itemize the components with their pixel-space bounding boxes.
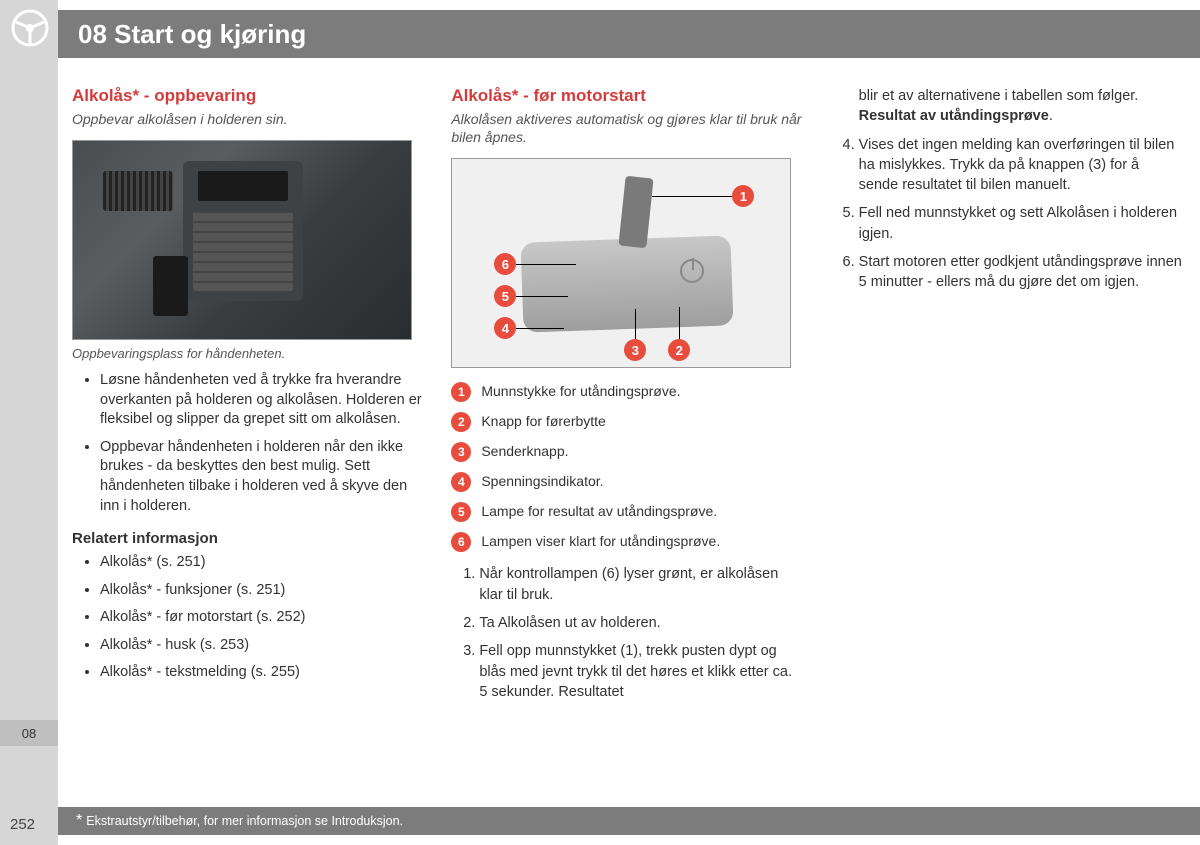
callout-6: 6 xyxy=(494,253,516,275)
section-title-storage: Alkolås* - oppbevaring xyxy=(72,86,423,106)
footer-bar: * Ekstrautstyr/tilbehør, for mer informa… xyxy=(58,807,1200,835)
list-item: Når kontrollampen (6) lyser grønt, er al… xyxy=(479,564,802,605)
callout-2: 2 xyxy=(668,339,690,361)
legend-text: Lampen viser klart for utåndingsprøve. xyxy=(481,532,720,550)
legend-badge: 5 xyxy=(451,502,471,522)
list-item: Alkolås* - tekstmelding (s. 255) xyxy=(100,663,423,683)
storage-bullets: Løsne håndenheten ved å trykke fra hvera… xyxy=(72,371,423,516)
diagram-legend: 1 Munnstykke for utåndingsprøve. 2 Knapp… xyxy=(451,382,802,552)
legend-text: Spenningsindikator. xyxy=(481,472,603,490)
legend-text: Senderknapp. xyxy=(481,442,568,460)
list-item: Vises det ingen melding kan overføringen… xyxy=(859,135,1182,196)
list-item: Ta Alkolåsen ut av holderen. xyxy=(479,613,802,633)
cont-text: blir et av alternativene i tabellen som … xyxy=(859,88,1139,104)
legend-badge: 1 xyxy=(451,382,471,402)
cont-text-end: . xyxy=(1049,108,1053,124)
chapter-tab: 08 xyxy=(0,720,58,746)
legend-badge: 6 xyxy=(451,532,471,552)
list-item: Alkolås* (s. 251) xyxy=(100,553,423,573)
list-item: Alkolås* - funksjoner (s. 251) xyxy=(100,581,423,601)
photo-caption: Oppbevaringsplass for håndenheten. xyxy=(72,346,423,361)
legend-row: 5 Lampe for resultat av utåndingsprøve. xyxy=(451,502,802,522)
legend-row: 2 Knapp for førerbytte xyxy=(451,412,802,432)
steering-wheel-icon xyxy=(10,8,50,48)
procedure-steps-part1: Når kontrollampen (6) lyser grønt, er al… xyxy=(451,564,802,702)
sidebar-strip xyxy=(0,0,58,845)
list-item: Alkolås* - før motorstart (s. 252) xyxy=(100,608,423,628)
page-content: Alkolås* - oppbevaring Oppbevar alkolåse… xyxy=(72,86,1182,710)
list-item: Fell ned munnstykket og sett Alkolåsen i… xyxy=(859,203,1182,244)
storage-photo xyxy=(72,140,412,340)
chapter-tab-label: 08 xyxy=(22,726,36,741)
related-info-heading: Relatert informasjon xyxy=(72,530,423,547)
column-2: Alkolås* - før motorstart Alkolåsen akti… xyxy=(451,86,802,710)
legend-row: 4 Spenningsindikator. xyxy=(451,472,802,492)
callout-1: 1 xyxy=(732,185,754,207)
legend-row: 6 Lampen viser klart for utåndingsprøve. xyxy=(451,532,802,552)
legend-text: Knapp for førerbytte xyxy=(481,412,606,430)
list-item: Løsne håndenheten ved å trykke fra hvera… xyxy=(100,371,423,430)
step3-continuation: blir et av alternativene i tabellen som … xyxy=(831,86,1182,127)
procedure-steps-part2: Vises det ingen melding kan overføringen… xyxy=(831,135,1182,293)
list-item: Alkolås* - husk (s. 253) xyxy=(100,636,423,656)
footer-note: Ekstrautstyr/tilbehør, for mer informasj… xyxy=(86,814,403,828)
section-subtitle-start: Alkolåsen aktiveres automatisk og gjøres… xyxy=(451,110,802,146)
callout-5: 5 xyxy=(494,285,516,307)
chapter-title: 08 Start og kjøring xyxy=(78,19,306,50)
section-subtitle-storage: Oppbevar alkolåsen i holderen sin. xyxy=(72,110,423,128)
chapter-header: 08 Start og kjøring xyxy=(58,10,1200,58)
list-item: Oppbevar håndenheten i holderen når den … xyxy=(100,438,423,516)
callout-3: 3 xyxy=(624,339,646,361)
section-title-start: Alkolås* - før motorstart xyxy=(451,86,802,106)
legend-text: Munnstykke for utåndingsprøve. xyxy=(481,382,680,400)
legend-badge: 3 xyxy=(451,442,471,462)
column-3: blir et av alternativene i tabellen som … xyxy=(831,86,1182,710)
callout-4: 4 xyxy=(494,317,516,339)
device-diagram: 1 2 3 4 5 6 xyxy=(451,158,791,368)
list-item: Fell opp munnstykket (1), trekk pusten d… xyxy=(479,641,802,702)
asterisk-icon: * xyxy=(76,812,82,830)
cont-bold: Resultat av utåndingsprøve xyxy=(859,108,1049,124)
legend-row: 1 Munnstykke for utåndingsprøve. xyxy=(451,382,802,402)
column-1: Alkolås* - oppbevaring Oppbevar alkolåse… xyxy=(72,86,423,710)
legend-text: Lampe for resultat av utåndingsprøve. xyxy=(481,502,717,520)
legend-badge: 2 xyxy=(451,412,471,432)
legend-row: 3 Senderknapp. xyxy=(451,442,802,462)
list-item: Start motoren etter godkjent utåndingspr… xyxy=(859,252,1182,293)
page-number: 252 xyxy=(10,816,35,833)
legend-badge: 4 xyxy=(451,472,471,492)
related-links: Alkolås* (s. 251) Alkolås* - funksjoner … xyxy=(72,553,423,683)
